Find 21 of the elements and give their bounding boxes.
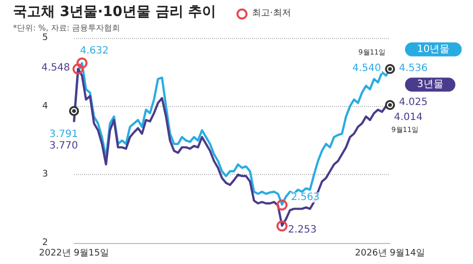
x-tick-label: 2022년 9월15일	[39, 248, 109, 258]
annotation: 3.791	[49, 129, 78, 140]
annotation: 4.025	[399, 97, 428, 108]
chart-subtitle: *단위: %, 자료: 금융투자협회	[13, 24, 120, 32]
text: 4.548	[41, 62, 70, 74]
text: 3년물	[417, 79, 444, 90]
annotation: 4.632	[80, 46, 109, 56]
text: 10년물	[417, 44, 450, 55]
annotation: 2.253	[288, 224, 317, 236]
text: 최고·최저	[252, 8, 291, 18]
y-tick-label: 5	[42, 33, 48, 43]
annotation: 4.014	[394, 112, 423, 124]
y-tick-label: 3	[42, 170, 48, 180]
y-tick-label: 4	[42, 101, 48, 112]
annotation: 3.770	[49, 140, 78, 152]
annotation: 2.563	[291, 192, 320, 204]
x-tick-label: 2026년 9월14일	[355, 248, 425, 258]
y-tick-label: 2	[42, 238, 48, 248]
annotation: 4.536	[399, 62, 428, 74]
annotation: 4.540	[352, 62, 381, 74]
chart-title: 국고채 3년물·10년물 금리 추이	[13, 4, 216, 20]
